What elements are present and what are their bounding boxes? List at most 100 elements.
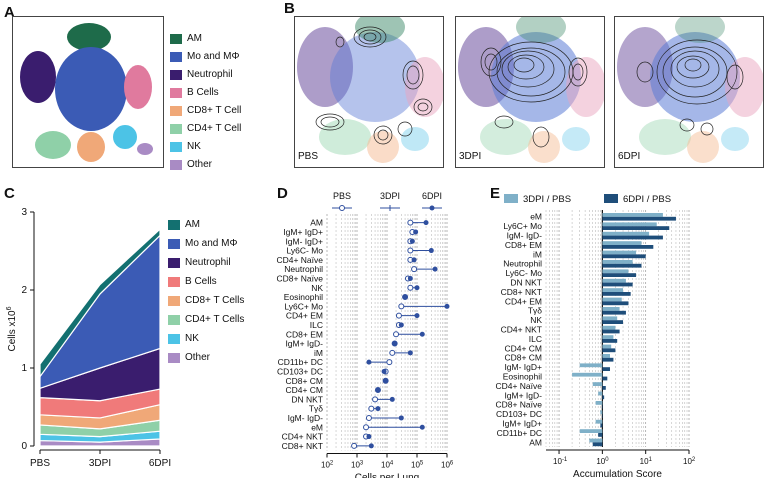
x-axis-label: Accumulation Score	[573, 469, 662, 478]
category-label: ILC	[529, 334, 542, 344]
category-label: IgM+ IgD-	[504, 390, 542, 400]
category-label: IgM- IgD+	[504, 362, 542, 372]
category-label: CD8+ EM	[505, 240, 542, 250]
bar-6dpi	[602, 263, 642, 268]
legend-a-item: Mo and MΦ	[170, 51, 239, 62]
legend-label: B Cells	[185, 276, 217, 287]
x-tick-label: 3DPI	[89, 458, 111, 469]
legend-swatch	[170, 51, 182, 62]
legend-swatch	[170, 33, 182, 44]
dpi6-point	[419, 331, 425, 337]
bar-3dpi	[602, 241, 642, 245]
legend-label: Neutrophil	[185, 257, 231, 268]
category-label: CD4+ Naïve	[495, 381, 542, 391]
bar-3dpi	[589, 438, 603, 443]
category-label: iM	[533, 249, 542, 259]
panel-label-a: A	[4, 4, 15, 21]
bar-6dpi	[602, 367, 610, 371]
x-tick-label: 103	[351, 461, 364, 470]
row-label: CD8+ EM	[286, 329, 323, 339]
bar-3dpi	[602, 316, 618, 321]
bar-6dpi	[602, 395, 605, 400]
dpi6-point	[375, 387, 381, 393]
row-label: CD11b+ DC	[278, 357, 323, 367]
row-label: Neutrophil	[284, 264, 323, 274]
bar-6dpi	[592, 442, 603, 447]
bar-3dpi	[602, 307, 620, 311]
legend-swatch	[168, 257, 180, 268]
legend-label: CD8+ T Cell	[187, 105, 242, 116]
bar-6dpi	[602, 376, 608, 381]
bar-6dpi	[602, 414, 603, 418]
bar-6dpi	[602, 216, 676, 221]
x-tick-label: 102	[683, 457, 696, 466]
density-plot-pbs	[294, 16, 444, 168]
bar-6dpi	[602, 404, 603, 409]
panel-label-b: B	[284, 0, 295, 17]
category-label: CD4+ EM	[505, 296, 542, 306]
row-label: iM	[314, 348, 323, 358]
legend-label: B Cells	[187, 87, 219, 98]
legend-d-label: PBS	[333, 191, 351, 201]
x-tick-label: 104	[381, 461, 394, 470]
bar-6dpi	[602, 226, 670, 230]
legend-e-label: 6DPI / PBS	[623, 194, 671, 205]
category-label: Neutrophil	[503, 259, 542, 269]
category-label: Tγδ	[528, 306, 542, 316]
legend-swatch	[168, 238, 180, 249]
pbs-point	[351, 442, 358, 449]
category-label: IgM- IgD-	[507, 231, 543, 241]
legend-swatch	[168, 219, 180, 230]
bar-3dpi	[602, 222, 657, 227]
pbs-point	[393, 331, 400, 338]
category-label: CD8+ Naïve	[495, 400, 542, 410]
legend-a-item: NK	[170, 141, 201, 152]
bar-6dpi	[598, 433, 603, 437]
legend-swatch	[168, 352, 180, 363]
row-label: IgM+ IgD+	[283, 227, 323, 237]
bar-3dpi	[602, 288, 624, 292]
dpi6-point	[368, 443, 374, 449]
legend-label: CD8+ T Cells	[185, 295, 245, 306]
pbs-point	[407, 247, 414, 254]
bar-6dpi	[602, 339, 618, 343]
pbs-point	[407, 219, 414, 226]
panel-label-e: E	[490, 185, 501, 202]
pbs-point	[386, 359, 393, 366]
pbs-point	[368, 405, 375, 412]
row-label: IgM- IgD+	[285, 236, 323, 246]
x-tick-label: PBS	[30, 458, 50, 469]
dpi6-point	[383, 378, 389, 384]
bar-6dpi	[602, 310, 626, 315]
pbs-point	[411, 266, 418, 273]
legend-label: Neutrophil	[187, 69, 233, 80]
category-label: AM	[529, 437, 542, 447]
row-label: NK	[311, 283, 323, 293]
legend-label: Other	[185, 352, 211, 363]
bar-6dpi	[602, 282, 633, 287]
category-label: CD4+ NKT	[501, 325, 542, 335]
legend-a-item: Neutrophil	[170, 69, 233, 80]
legend-swatch	[170, 87, 182, 98]
legend-e-swatch	[504, 194, 518, 203]
dpi6-point	[419, 424, 425, 430]
category-label: Ly6C- Mo	[505, 268, 542, 278]
cluster-nk	[113, 125, 137, 149]
condition-label-3dpi: 3DPI	[459, 151, 482, 162]
legend-d-marker	[429, 205, 435, 211]
tsne-plot	[12, 16, 164, 168]
bar-3dpi	[572, 372, 603, 377]
legend-e-label: 3DPI / PBS	[523, 194, 571, 205]
dpi6-point	[381, 368, 387, 374]
dpi6-point	[411, 257, 417, 263]
dpi6-point	[444, 303, 450, 309]
category-label: CD103+ DC	[496, 409, 542, 419]
legend-label: AM	[185, 219, 200, 230]
bar-3dpi	[579, 363, 603, 368]
pbs-point	[372, 396, 379, 403]
bar-3dpi	[602, 297, 622, 302]
y-tick-label: 0	[21, 441, 27, 452]
x-tick-label: 106	[441, 461, 454, 470]
